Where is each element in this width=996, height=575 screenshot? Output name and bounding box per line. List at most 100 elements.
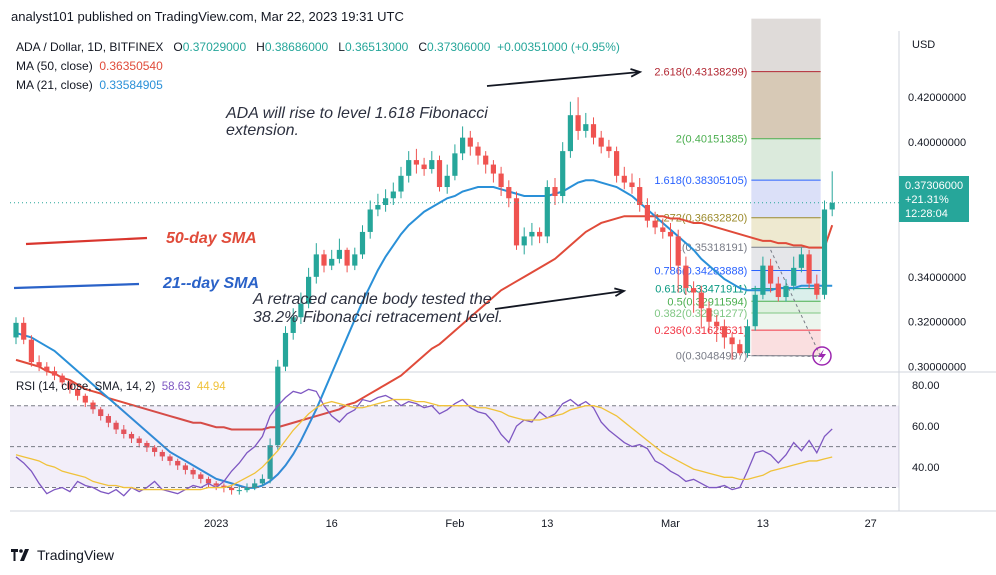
candle-body	[259, 478, 265, 484]
candle-body	[729, 337, 735, 345]
high-label: H	[256, 40, 265, 54]
candle-body	[113, 422, 119, 430]
ma21-value: 0.33584905	[99, 78, 163, 92]
candle-body	[313, 254, 319, 277]
candle-body	[821, 209, 828, 295]
candle-body	[667, 231, 674, 237]
ma50-value: 0.36350540	[99, 59, 163, 73]
candle-body	[344, 249, 350, 266]
candle-body	[575, 115, 581, 131]
tradingview-logo-icon	[11, 549, 29, 561]
last-price: 0.37306000	[905, 180, 964, 192]
ma21-legend[interactable]: MA (21, close) 0.33584905	[16, 78, 163, 92]
ma50-label: MA (50, close)	[16, 59, 93, 73]
candle-body	[82, 395, 88, 403]
tradingview-wordmark: TradingView	[37, 547, 115, 563]
symbol-name[interactable]: ADA / Dollar, 1D, BITFINEX	[16, 40, 164, 54]
fib-zone	[751, 18, 821, 72]
fib-level-label: 0.786(0.34283888)	[654, 265, 747, 277]
fib-level-label: 2.618(0.43138299)	[654, 67, 747, 79]
close-value: 0.37306000	[427, 40, 491, 54]
candle-body	[829, 202, 835, 210]
rise-arrow	[486, 71, 641, 87]
candle-body	[506, 187, 512, 199]
symbol-ohlc-row: ADA / Dollar, 1D, BITFINEX O0.37029000 H…	[16, 40, 620, 54]
candle-body	[637, 187, 643, 205]
candle-body	[706, 308, 712, 322]
x-axis-tick: Mar	[661, 518, 680, 530]
y-axis-tick: 0.30000000	[908, 362, 966, 374]
candle-body	[152, 447, 158, 452]
candle-body	[629, 182, 635, 188]
rsi-legend[interactable]: RSI (14, close, SMA, 14, 2) 58.63 44.94	[16, 381, 226, 393]
bar-countdown: 12:28:04	[905, 208, 948, 220]
candle-body	[806, 254, 812, 284]
open-value: 0.37029000	[182, 40, 247, 54]
ma21-label: MA (21, close)	[16, 78, 93, 92]
rsi-label: RSI (14, close, SMA, 14, 2)	[16, 381, 156, 393]
candle-body	[406, 160, 412, 176]
candle-body	[21, 322, 27, 340]
candle-body	[752, 294, 758, 327]
retrace-arrow	[494, 290, 625, 310]
candle-body	[198, 474, 204, 479]
fib-zone	[751, 301, 821, 313]
ma50-legend[interactable]: MA (50, close) 0.36350540	[16, 59, 163, 73]
rsi-line	[15, 388, 833, 497]
y-axis-tick: 0.32000000	[908, 317, 966, 329]
x-axis-tick: Feb	[445, 518, 464, 530]
candle-body	[236, 490, 242, 492]
ma50-line	[15, 215, 834, 431]
x-axis-tick: 16	[326, 518, 338, 530]
candle-body	[644, 204, 650, 221]
open-label: O	[173, 40, 183, 54]
candle-body	[229, 487, 235, 491]
candle-body	[544, 187, 550, 237]
candle-body	[590, 124, 597, 138]
publisher-header: analyst101 published on TradingView.com,…	[11, 9, 404, 24]
fib-zone	[751, 180, 821, 218]
candle-body	[244, 487, 250, 491]
candle-body	[383, 198, 389, 205]
low-label: L	[338, 40, 345, 54]
x-axis-tick: 13	[541, 518, 553, 530]
y-axis-tick: 0.34000000	[908, 272, 966, 284]
candle-body	[721, 326, 727, 338]
candle-body	[44, 366, 50, 372]
candle-body	[367, 209, 373, 232]
candle-body	[444, 175, 450, 188]
y-axis-currency: USD	[912, 39, 935, 51]
fib-level-label: 2(0.40151385)	[676, 134, 748, 146]
rsi-sma-value: 44.94	[196, 381, 226, 393]
x-axis-tick: 13	[757, 518, 769, 530]
last-change: +21.31%	[905, 194, 949, 206]
fib-level-label: 1.618(0.38305105)	[654, 175, 747, 187]
candle-body	[598, 137, 604, 147]
candle-body	[398, 175, 404, 192]
sma21-marker-line	[13, 282, 140, 290]
candle-body	[28, 339, 34, 363]
candle-body	[537, 231, 543, 237]
candle-body	[136, 438, 142, 443]
sma50-label: 50-day SMA	[166, 230, 257, 247]
candle-body	[121, 429, 127, 434]
lightning-icon[interactable]	[812, 346, 832, 366]
candle-body	[552, 187, 558, 197]
candle-body	[375, 204, 381, 210]
fib-trend-line	[770, 249, 822, 357]
candle-body	[460, 137, 466, 154]
candle-body	[267, 445, 273, 479]
tradingview-footer[interactable]: TradingView	[11, 547, 114, 563]
last-price-tag: 0.37306000 +21.31% 12:28:04	[899, 176, 969, 222]
fib-zone	[751, 71, 821, 139]
candle-body	[798, 254, 804, 268]
annotation-rise-text: extension.	[226, 122, 299, 139]
candle-body	[498, 173, 504, 188]
candle-body	[691, 288, 697, 293]
candle-body	[429, 160, 435, 170]
change-value: +0.00351000 (+0.95%)	[497, 40, 620, 54]
fib-level-label: 0(0.30484997)	[676, 351, 748, 363]
candle-body	[467, 137, 473, 147]
fib-level-label: 1.272(0.36632820)	[654, 213, 747, 225]
